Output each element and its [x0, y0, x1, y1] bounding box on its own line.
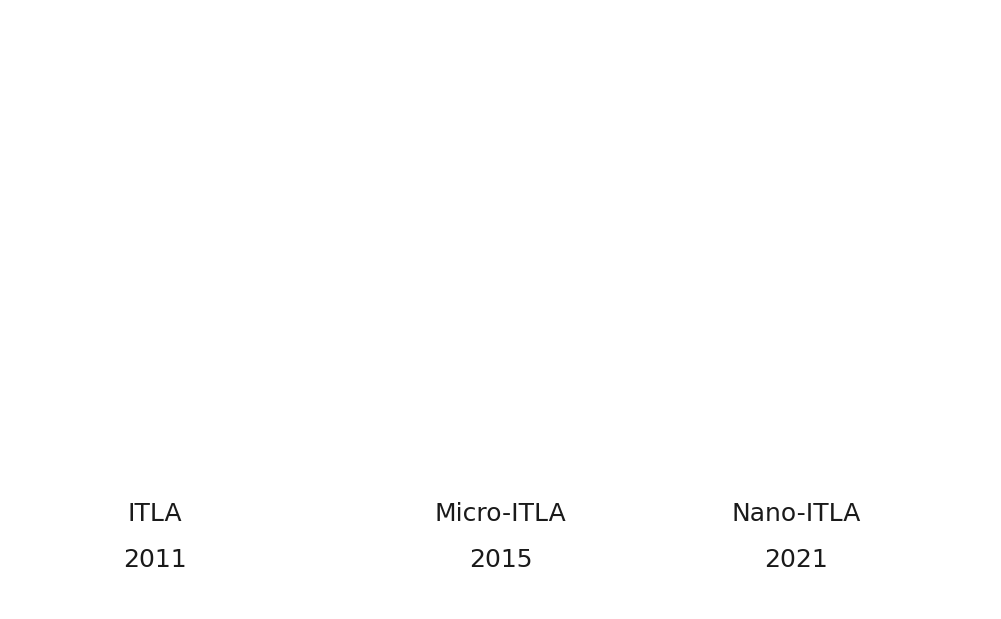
Text: 2011: 2011	[123, 548, 187, 572]
Text: 2015: 2015	[468, 548, 533, 572]
Text: Nano-ITLA: Nano-ITLA	[731, 502, 861, 526]
Text: Micro-ITLA: Micro-ITLA	[434, 502, 567, 526]
Text: ITLA: ITLA	[128, 502, 182, 526]
Text: 2021: 2021	[764, 548, 828, 572]
